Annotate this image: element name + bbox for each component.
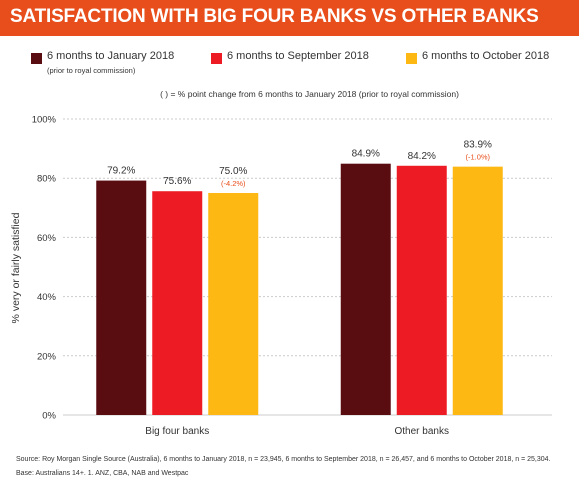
base-note: Base: Australians 14+. 1. ANZ, CBA, NAB … (16, 470, 189, 477)
change-label: (-1.0%) (465, 153, 490, 162)
y-tick-label: 0% (42, 411, 56, 422)
y-tick-label: 80% (37, 174, 57, 185)
legend-label: 6 months to January 2018 (47, 50, 175, 62)
x-category-label: Big four banks (145, 426, 209, 437)
data-label: 84.9% (352, 149, 380, 160)
legend-swatch (406, 53, 417, 64)
y-tick-label: 20% (37, 351, 57, 362)
bar (96, 180, 147, 415)
bar (396, 165, 447, 415)
change-label: (-4.2%) (221, 179, 246, 188)
change-note: ( ) = % point change from 6 months to Ja… (160, 89, 459, 99)
bar (452, 166, 503, 415)
y-tick-label: 40% (37, 292, 57, 303)
legend-label: 6 months to September 2018 (227, 50, 369, 62)
data-label: 84.2% (408, 151, 436, 162)
legend-sublabel: (prior to royal commission) (47, 66, 136, 75)
bar (208, 193, 259, 415)
bar (152, 191, 203, 415)
bar (340, 163, 391, 415)
legend-swatch (211, 53, 222, 64)
legend-swatch (31, 53, 42, 64)
y-tick-label: 60% (37, 233, 57, 244)
y-tick-label: 100% (32, 115, 57, 126)
data-label: 75.0% (219, 166, 247, 177)
legend: 6 months to January 2018 (prior to royal … (0, 0, 579, 100)
source-note: Source: Roy Morgan Single Source (Austra… (16, 456, 551, 463)
chart-title: SATISFACTION WITH BIG FOUR BANKS VS OTHE… (10, 6, 539, 27)
data-label: 83.9% (464, 140, 492, 151)
x-category-label: Other banks (395, 426, 449, 437)
data-label: 79.2% (107, 166, 135, 177)
legend-label: 6 months to October 2018 (422, 50, 550, 62)
data-label: 75.6% (163, 176, 191, 187)
title-bar: SATISFACTION WITH BIG FOUR BANKS VS OTHE… (0, 0, 579, 36)
